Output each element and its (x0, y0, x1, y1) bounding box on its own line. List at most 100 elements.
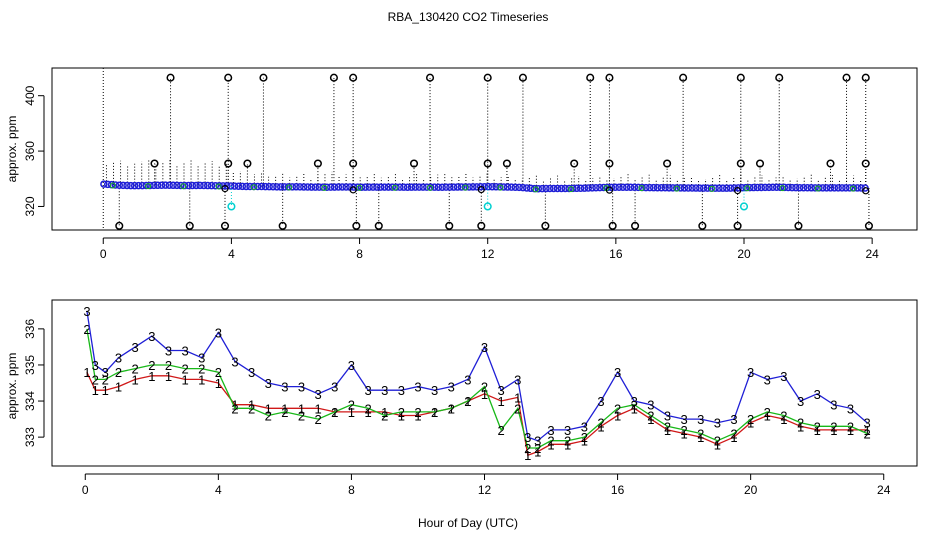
top-panel-outlier-point (150, 159, 159, 168)
bottom-panel-series-1-marker: 1 (547, 437, 554, 452)
top-panel-data-point (722, 184, 731, 192)
top-panel-data-point (688, 184, 696, 192)
top-panel-outlier-point (663, 159, 672, 168)
top-panel-outlier-point (243, 159, 252, 168)
top-panel-x-tick-label: 24 (865, 247, 879, 261)
bottom-panel-series-1-marker: 1 (614, 408, 621, 423)
bottom-panel-series-2-marker: 2 (298, 408, 305, 423)
top-panel-data-point (130, 181, 139, 190)
bottom-panel-series-1-marker: 1 (797, 419, 804, 434)
bottom-panel-series-1-marker: 1 (631, 401, 638, 416)
bottom-panel-series-1-marker: 1 (265, 401, 272, 416)
bottom-panel-series-2-marker: 2 (664, 419, 671, 434)
top-panel-x-tick-label: 8 (356, 247, 363, 261)
bottom-panel-series-3-marker: 3 (614, 365, 621, 380)
top-panel-data-point (303, 183, 312, 191)
bottom-panel-series-3-marker: 3 (714, 416, 721, 431)
top-panel-data-point (499, 183, 508, 191)
bottom-panel-series-2-marker: 2 (231, 401, 238, 416)
top-panel-data-point (280, 183, 289, 191)
bottom-panel-series-2-marker: 2 (348, 398, 355, 413)
top-panel-outlier-point (374, 221, 383, 230)
top-panel-data-point (861, 184, 869, 192)
bottom-panel-x-tick-label: 20 (744, 483, 758, 497)
bottom-panel-plot-frame (51, 299, 918, 467)
top-panel-outlier-point (313, 159, 322, 168)
top-panel-data-point (719, 184, 727, 192)
top-panel-data-point (238, 182, 247, 191)
bottom-panel-series-2-marker: 2 (215, 365, 222, 380)
top-panel-data-point (669, 184, 677, 192)
top-panel-data-point (599, 183, 608, 192)
top-panel-data-point (373, 183, 381, 191)
bottom-panel-series-1-marker: 1 (830, 423, 837, 438)
top-panel-outlier-point (698, 221, 707, 230)
top-panel-data-point (419, 183, 427, 191)
bottom-panel-series-2-marker: 2 (464, 394, 471, 409)
top-panel-outlier-point (861, 159, 870, 168)
top-panel-data-point (177, 181, 185, 190)
bottom-panel-series-1-marker: 1 (697, 430, 704, 445)
top-panel-data-point (795, 183, 804, 192)
top-panel-data-point (453, 183, 462, 191)
top-panel-data-point (492, 183, 500, 191)
bottom-panel-series-3-marker: 3 (248, 365, 255, 380)
bottom-panel-series-3-marker: 3 (631, 394, 638, 409)
bottom-panel-series-1-marker: 1 (348, 405, 355, 420)
top-panel-data-point (634, 183, 643, 192)
top-panel-y-tick-label: 400 (23, 85, 37, 105)
top-panel-data-point (227, 182, 235, 190)
bottom-panel-series-1-marker: 1 (198, 372, 205, 387)
bottom-panel-series-1-marker: 1 (315, 401, 322, 416)
top-panel-green-point (180, 183, 187, 190)
bottom-panel-series-2-marker: 2 (92, 372, 99, 387)
top-panel-green-point (744, 185, 751, 192)
top-panel-data-point (845, 184, 854, 192)
top-panel-data-point (715, 184, 723, 192)
bottom-panel-series-2-marker: 2 (398, 405, 405, 420)
top-panel-data-point (142, 181, 150, 190)
top-panel-hour-marker (221, 185, 229, 193)
top-panel-data-point (311, 183, 320, 191)
top-panel-data-point (649, 183, 658, 192)
top-panel-data-point (703, 184, 712, 192)
bottom-panel-series-3-marker: 3 (348, 358, 355, 373)
bottom-panel-series-1-marker: 1 (534, 445, 541, 460)
bottom-panel-series-2-marker: 2 (281, 405, 288, 420)
bottom-panel-series-1-marker: 1 (481, 387, 488, 402)
top-panel-data-point (388, 183, 396, 191)
bottom-panel-series-2-marker: 2 (132, 362, 139, 377)
top-panel-data-point (753, 183, 762, 192)
top-panel-data-point (699, 184, 708, 192)
top-panel-data-point (615, 183, 623, 191)
top-panel-data-point (711, 184, 719, 192)
top-panel-data-point (300, 183, 308, 191)
bottom-panel-series-2-marker: 2 (165, 358, 172, 373)
top-panel-y-axis-label: approx. ppm (5, 116, 19, 183)
bottom-panel-series-1-marker: 1 (148, 369, 155, 384)
top-panel-outlier-point (605, 159, 614, 168)
bottom-panel-x-tick-label: 12 (478, 483, 492, 497)
bottom-panel-series-2-marker: 2 (481, 380, 488, 395)
bottom-panel-series-1-marker: 1 (215, 376, 222, 391)
top-panel-outlier-point (605, 73, 614, 82)
top-panel-y-tick-label: 360 (23, 141, 37, 161)
top-panel-data-point (111, 181, 120, 189)
top-panel-plot-frame (51, 67, 918, 231)
top-panel-green-point (145, 183, 152, 190)
top-panel-data-point (203, 181, 212, 190)
bottom-panel-series-3-marker: 3 (847, 401, 854, 416)
top-panel-green-point (109, 182, 116, 189)
bottom-panel-series-3-marker: 3 (581, 419, 588, 434)
top-panel-outlier-point (349, 159, 358, 168)
bottom-panel-series-3-marker: 3 (431, 383, 438, 398)
bottom-panel-series-3-marker: 3 (281, 380, 288, 395)
top-panel-data-point (757, 183, 766, 192)
bottom-panel-series-1-marker: 1 (581, 434, 588, 449)
top-panel-outlier-point (502, 159, 511, 168)
top-panel-data-point (200, 181, 208, 190)
top-panel-outlier-point (570, 159, 579, 168)
top-panel-cyan-point (227, 202, 236, 211)
